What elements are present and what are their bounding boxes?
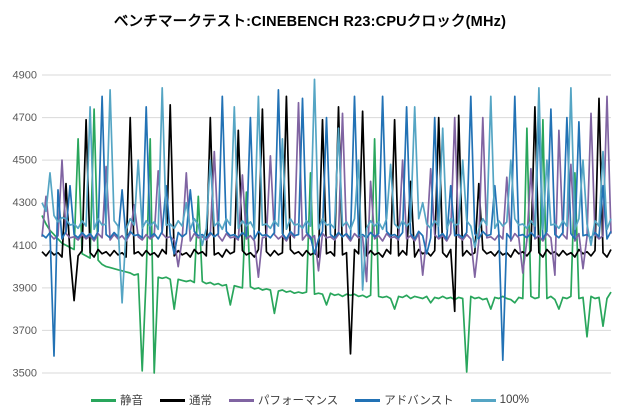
y-axis-tick-label: 4100 [13, 240, 37, 252]
legend-label: アドバンスト [384, 395, 454, 407]
y-axis-tick-label: 3500 [13, 368, 37, 380]
legend-item-4: 100% [470, 394, 530, 406]
series-line-0 [41, 108, 612, 374]
legend-line-swatch [159, 398, 185, 402]
series-line-1 [41, 95, 612, 355]
legend-item-1: 通常 [159, 392, 212, 408]
legend-label: 静音 [119, 395, 143, 407]
legend-line-swatch [355, 398, 381, 402]
legend-line-swatch [470, 398, 496, 402]
chart-title: ベンチマークテスト:CINEBENCH R23:CPUクロック(MHz) [113, 14, 507, 30]
y-axis-tick-label: 3700 [13, 325, 37, 337]
series-line-4 [41, 78, 612, 304]
y-axis-tick-label: 3900 [13, 282, 37, 294]
legend-label: 100% [499, 394, 530, 406]
series-line-3 [41, 89, 612, 362]
legend-item-2: パフォーマンス [228, 392, 339, 408]
legend-item-0: 静音 [90, 392, 143, 408]
legend-line-swatch [228, 398, 254, 402]
series-line-2 [41, 95, 612, 283]
legend-label: 通常 [188, 395, 212, 407]
legend-label: パフォーマンス [257, 395, 339, 407]
y-axis-tick-label: 4900 [13, 70, 37, 82]
chart-legend: 静音 通常 パフォーマンス アドバンスト 100% [0, 392, 620, 408]
y-axis-tick-label: 4700 [13, 112, 37, 124]
legend-line-swatch [90, 398, 116, 402]
y-axis-tick-label: 4500 [13, 155, 37, 167]
legend-item-3: アドバンスト [355, 392, 454, 408]
y-axis-tick-label: 4300 [13, 197, 37, 209]
